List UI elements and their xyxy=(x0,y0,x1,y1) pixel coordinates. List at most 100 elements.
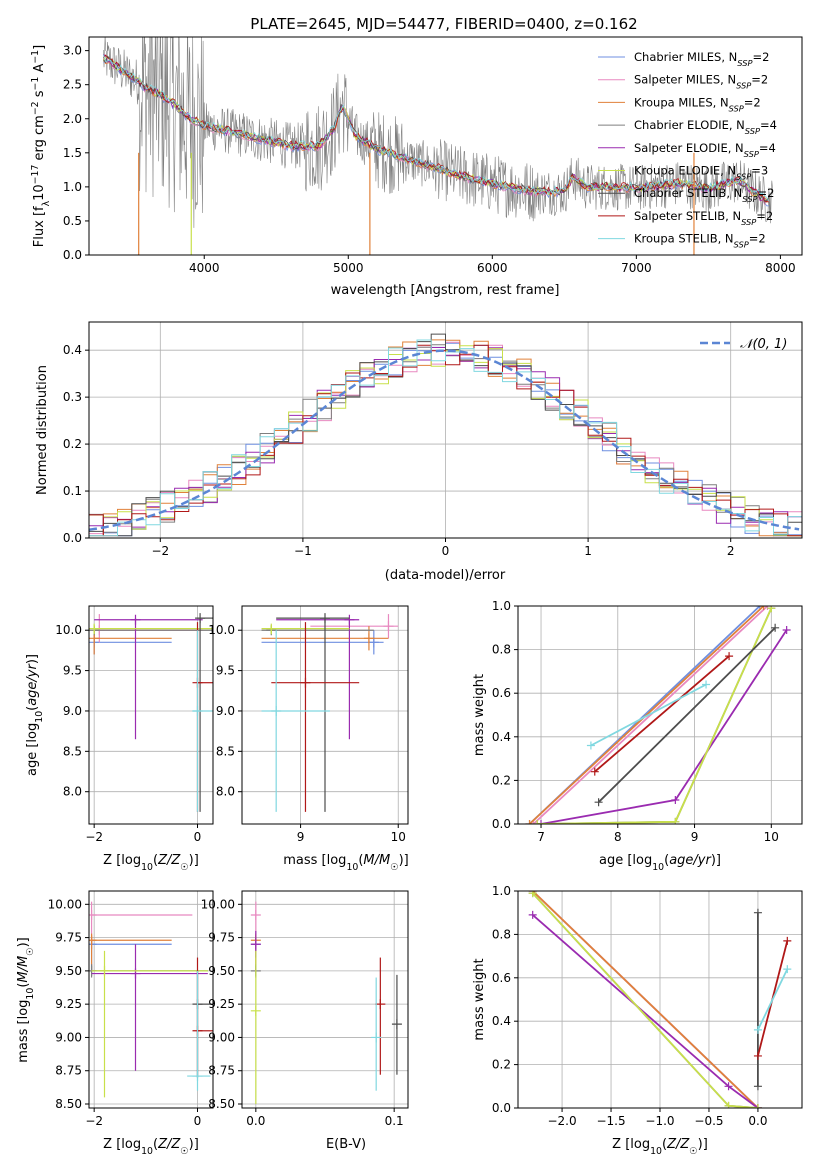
series-marker xyxy=(753,1082,762,1091)
y-tick-label: 10.0 xyxy=(208,623,235,637)
plot-area xyxy=(89,333,802,537)
y-axis-label: Flux [fλ10−17 erg cm−2 s−1 A−1] xyxy=(30,45,52,247)
point-marker xyxy=(320,613,330,624)
x-tick-label: 0.0 xyxy=(246,1114,265,1128)
legend-label-salpeter-miles: Salpeter MILES, NSSP=2 xyxy=(634,73,768,91)
y-tick-label: 9.5 xyxy=(63,664,82,678)
series-chabrier-elodie xyxy=(533,606,776,824)
x-tick-label: 8000 xyxy=(765,261,796,275)
axes-frame xyxy=(241,605,409,825)
errorbar-kroupa-elodie xyxy=(89,623,213,635)
y-tick-label: 9.50 xyxy=(208,964,235,978)
point-marker xyxy=(391,1019,402,1030)
x-tick-label: 10 xyxy=(764,830,779,844)
x-axis-label: E(B-V) xyxy=(326,1137,366,1152)
series-line xyxy=(540,629,788,824)
series-marker xyxy=(753,908,762,917)
errorbar-chabrier-miles xyxy=(89,937,172,971)
model-spectrum-kroupa-stelib xyxy=(103,54,770,202)
legend-label-salpeter-stelib: Salpeter STELIB, NSSP=2 xyxy=(634,209,773,227)
spectrum-panel: 4000 5000 6000 7000 8000 0.0 0.5 1.0 1.5 2.0 2.5 3.… xyxy=(30,36,803,298)
series-salpeter-elodie xyxy=(528,910,762,1108)
axes-frame xyxy=(241,890,409,1109)
point-marker xyxy=(250,939,261,950)
y-tick-label: 1.0 xyxy=(63,180,82,194)
y-tick-label: 2.5 xyxy=(63,78,82,92)
series-line xyxy=(532,606,769,824)
series-marker xyxy=(671,817,680,824)
x-tick-label: 6000 xyxy=(477,261,508,275)
y-tick-label: 0.6 xyxy=(492,686,511,700)
mass-vs-metallicity-panel: −2 0 8.50 8.75 9.00 9.25 9.50 9.75 10.00 Z [log10… xyxy=(16,890,214,1157)
plot-area xyxy=(250,901,402,1105)
series-line xyxy=(594,655,730,773)
errorbar-kroupa-miles xyxy=(89,933,172,971)
errorbar-chabrier-miles xyxy=(261,630,384,655)
age-vs-mass-panel: 9 10 8.0 8.5 9.0 9.5 10.0 mass [log10(M/M☉)] xyxy=(208,605,409,873)
legend-label-kroupa-stelib: Kroupa STELIB, NSSP=2 xyxy=(634,232,766,250)
x-axis-label: wavelength [Angstrom, rest frame] xyxy=(331,283,560,298)
x-tick-label: 0 xyxy=(194,830,202,844)
x-axis-label: Z [log10(Z/Z☉)] xyxy=(103,1137,199,1157)
series-line xyxy=(532,891,759,1108)
y-tick-label: 0.2 xyxy=(492,1058,511,1072)
point-marker xyxy=(383,621,394,632)
x-axis-label: Z [log10(Z/Z☉)] xyxy=(103,853,199,873)
x-tick-label: 4000 xyxy=(189,261,220,275)
y-tick-label: 1.0 xyxy=(492,884,511,898)
errorbar-kroupa-elodie xyxy=(250,950,261,1105)
point-marker xyxy=(130,614,141,625)
errorbar-chabrier-stelib xyxy=(192,970,213,1078)
y-tick-label: 9.0 xyxy=(216,704,235,718)
mass-vs-extinction-panel: 0.0 0.1 8.50 8.75 9.00 9.25 9.50 9.75 10.00 E(B-V… xyxy=(201,890,409,1152)
series-marker xyxy=(759,606,768,610)
y-tick-label: 8.50 xyxy=(208,1097,235,1111)
x-tick-label: 5000 xyxy=(333,261,364,275)
x-tick-label: −1.5 xyxy=(596,1114,625,1128)
errorbar-salpeter-elodie xyxy=(91,944,208,1071)
legend-label-kroupa-miles: Kroupa MILES, NSSP=2 xyxy=(634,95,761,113)
x-tick-label: 10 xyxy=(391,830,406,844)
point-marker xyxy=(250,1005,261,1016)
point-marker xyxy=(250,909,261,920)
model-spectrum-kroupa-elodie xyxy=(103,55,769,201)
errorbar-chabrier-elodie xyxy=(89,625,213,636)
y-tick-label: 9.75 xyxy=(208,931,235,945)
axes-frame xyxy=(517,605,803,825)
series-marker xyxy=(783,965,792,974)
axes-frame xyxy=(88,36,803,256)
series-marker xyxy=(782,625,791,634)
x-tick-label: 9 xyxy=(691,830,699,844)
point-marker xyxy=(89,909,97,920)
series-line xyxy=(528,606,765,824)
series-line xyxy=(590,683,707,747)
errorbar-salpeter-elodie xyxy=(276,614,360,740)
errorbar-chabrier-stelib xyxy=(391,974,402,1075)
point-marker xyxy=(192,705,203,716)
y-axis-label: mass weight xyxy=(472,958,487,1040)
point-marker xyxy=(300,677,311,688)
x-tick-label: −2 xyxy=(85,830,103,844)
series-marker xyxy=(753,1051,762,1060)
series-kroupa-miles xyxy=(528,891,762,1108)
massweight-vs-age-panel: 7 8 9 10 0.0 0.2 0.4 0.6 0.8 1.0 mass weight age [l… xyxy=(472,599,803,873)
x-tick-label: 7000 xyxy=(621,261,652,275)
errorbar-salpeter-stelib xyxy=(192,622,213,812)
series-chabrier-stelib xyxy=(753,908,762,1091)
y-tick-label: 0.0 xyxy=(492,1101,511,1115)
y-tick-label: 0.0 xyxy=(492,817,511,831)
legend-label-salpeter-elodie: Salpeter ELODIE, NSSP=4 xyxy=(634,141,776,159)
series-marker xyxy=(725,652,734,661)
x-tick-label: 9 xyxy=(297,830,305,844)
y-tick-label: 0.8 xyxy=(492,643,511,657)
y-axis-label: mass weight xyxy=(472,674,487,756)
model-spectrum-salpeter-stelib xyxy=(103,54,769,203)
y-tick-label: 1.5 xyxy=(63,146,82,160)
x-tick-label: −2 xyxy=(151,544,169,558)
y-tick-label: 9.00 xyxy=(208,1030,235,1044)
point-marker xyxy=(99,965,110,976)
point-marker xyxy=(266,623,277,634)
model-spectrum-chabrier-elodie xyxy=(103,59,770,205)
series-marker xyxy=(533,820,542,824)
y-tick-label: 0.4 xyxy=(492,1014,511,1028)
